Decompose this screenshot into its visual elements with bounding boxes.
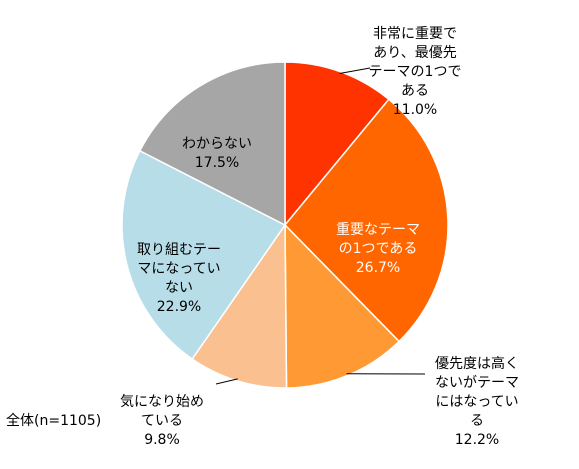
slice-label-text: 重要なテーマ の1つである — [336, 222, 420, 257]
slice-label-important: 重要なテーマ の1つである 26.7% — [320, 202, 436, 297]
slice-label-text: 気になり始め ている — [120, 394, 204, 429]
sample-size-note: 全体(n=1105) — [6, 412, 101, 431]
slice-label-text: 非常に重要で あり、最優先 テーマの1つで ある — [369, 26, 462, 99]
slice-value-label: 11.0% — [355, 101, 475, 120]
slice-value-label: 9.8% — [102, 431, 222, 450]
slice-label-low-priority: 優先度は高く ないがテーマ にはなってい る 12.2% — [417, 336, 537, 469]
slice-value-label: 12.2% — [417, 431, 537, 450]
slice-label-unknown: わからない 17.5% — [162, 116, 272, 192]
slice-value-label: 26.7% — [320, 259, 436, 278]
slice-label-text: わからない — [182, 136, 252, 152]
slice-label-top-priority: 非常に重要で あり、最優先 テーマの1つで ある 11.0% — [355, 6, 475, 139]
slice-value-label: 22.9% — [124, 298, 234, 317]
slice-label-starting-concern: 気になり始め ている 9.8% — [102, 374, 222, 469]
slice-label-text: 優先度は高く ないがテーマ にはなってい る — [435, 356, 519, 429]
slice-value-label: 17.5% — [162, 154, 272, 173]
slice-label-not-a-theme: 取り組むテー マになってい ない 22.9% — [124, 222, 234, 336]
slice-label-text: 取り組むテー マになってい ない — [137, 242, 221, 296]
